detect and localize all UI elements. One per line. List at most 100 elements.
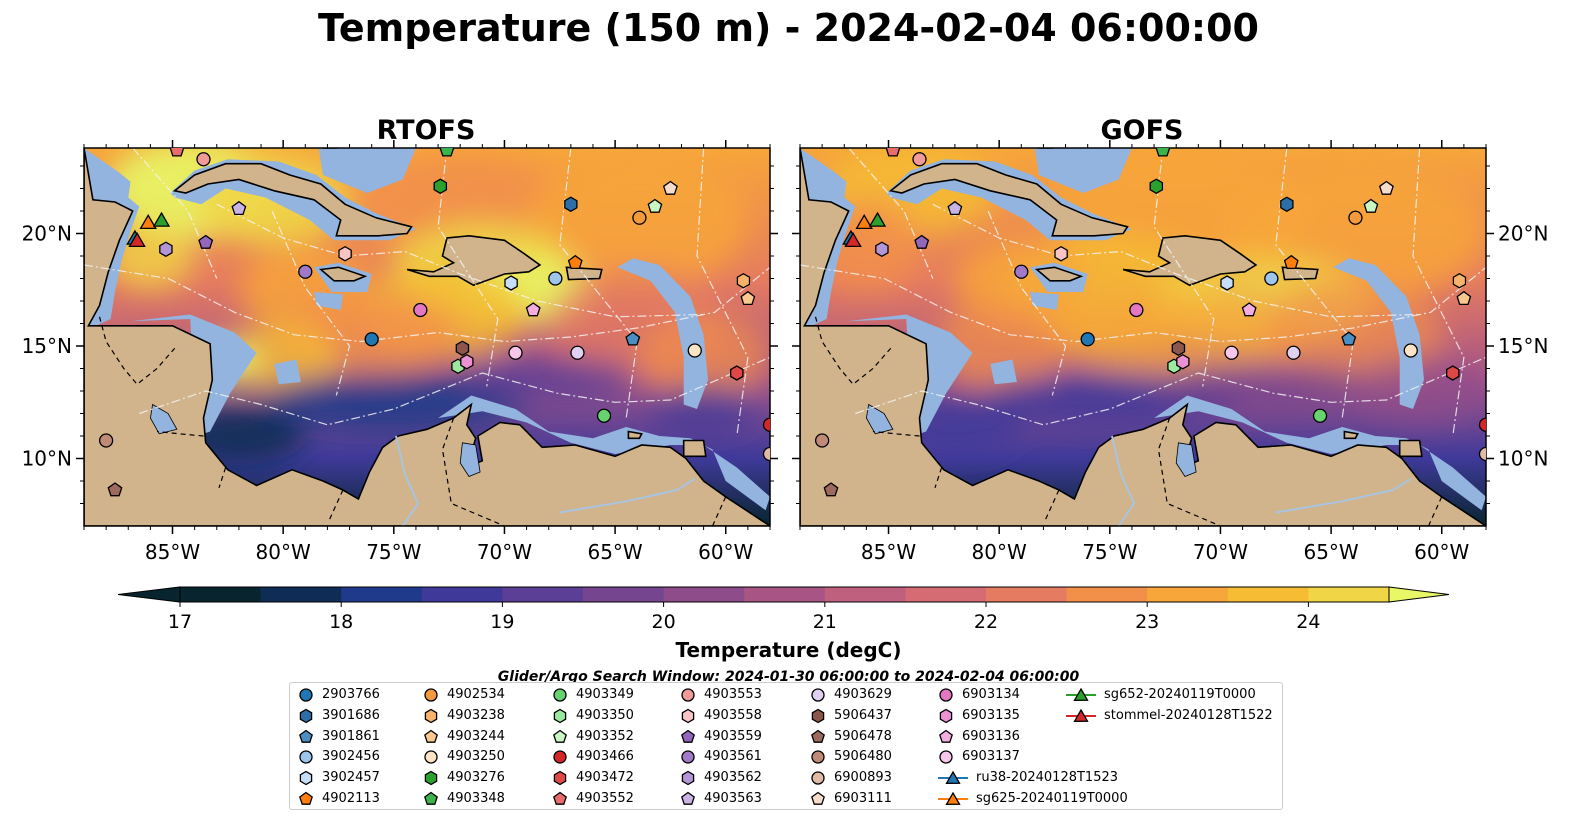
legend-item: 4903472	[552, 770, 634, 787]
legend-marker	[939, 750, 953, 765]
legend-label: 4903238	[447, 707, 505, 723]
legend-label: sg652-20240119T0000	[1104, 687, 1256, 702]
legend-label: 4903552	[576, 791, 634, 806]
legend-marker	[553, 770, 567, 786]
legend-item: stommel-20240128T1522	[1066, 708, 1273, 725]
land-hispaniola	[406, 234, 542, 287]
legend-label: stommel-20240128T1522	[1104, 707, 1273, 723]
legend-symbol	[553, 688, 567, 702]
legend-symbol	[424, 729, 438, 743]
legend-label: 4903553	[704, 687, 762, 702]
legend-symbol	[1073, 708, 1089, 722]
float-marker-4903244	[740, 290, 756, 306]
land-trinidad	[682, 439, 707, 458]
land-central_america	[84, 148, 770, 526]
legend-label: 6903135	[962, 707, 1020, 723]
legend-marker	[299, 750, 313, 765]
river	[1111, 435, 1136, 526]
legend-marker	[681, 708, 695, 724]
legend-marker	[299, 729, 313, 743]
float-marker-sg625-20240119T0000	[855, 214, 873, 230]
float-marker-4903276	[1149, 178, 1164, 195]
float-marker-2903766	[364, 332, 379, 347]
river	[395, 435, 420, 526]
legend-symbol	[681, 708, 695, 724]
shelf-bahamas	[272, 148, 416, 193]
legend-marker	[553, 708, 567, 724]
eez-boundary	[696, 148, 749, 437]
legend-marker	[811, 729, 825, 743]
lon-tick-label: 75°W	[366, 540, 421, 564]
colorbar-frame	[179, 586, 1390, 603]
lon-tick-label: 70°W	[477, 540, 532, 564]
legend-marker	[811, 750, 825, 765]
float-marker-4903348	[1155, 148, 1171, 157]
legend-item: 4903563	[680, 791, 762, 808]
float-marker-6903111	[1378, 180, 1394, 195]
colorbar-segment	[824, 587, 906, 602]
legend-label: 4903276	[447, 770, 505, 786]
legend-item: 6903137	[938, 749, 1020, 766]
legend-marker	[681, 791, 695, 805]
legend-label: 5906480	[834, 749, 892, 765]
eez-boundary	[1275, 148, 1354, 419]
land-margarita	[627, 430, 643, 440]
lat-tick-label: 10°N	[1498, 447, 1548, 471]
float-marker-6903136	[525, 302, 541, 317]
legend-symbol	[1073, 687, 1089, 701]
float-marker-4903553	[912, 152, 927, 167]
legend-item: 4903558	[680, 708, 762, 725]
float-marker-4903553	[196, 152, 211, 167]
eez-boundary	[132, 148, 218, 279]
lon-tick-label: 70°W	[1193, 540, 1248, 564]
float-marker-5906478	[107, 482, 123, 497]
legend-item: 4903553	[680, 687, 762, 704]
float-marker-4903563	[231, 200, 247, 216]
legend-symbol	[811, 688, 825, 702]
lake-nicaragua	[865, 403, 894, 435]
legend-item: 6903136	[938, 729, 1020, 746]
shelf-nicaragua_islands	[990, 359, 1017, 385]
colorbar-segment	[421, 587, 503, 602]
legend-marker	[424, 688, 438, 702]
lon-tick-label: 85°W	[145, 540, 200, 564]
lat-tick-label: 20°N	[22, 222, 72, 246]
float-marker-6903135	[1176, 353, 1190, 370]
colorbar-extend-min	[117, 586, 181, 603]
legend-item: 6903134	[938, 687, 1020, 704]
legend-marker	[424, 750, 438, 765]
legend-marker	[939, 688, 953, 702]
legend-marker	[811, 771, 825, 785]
float-marker-4903250	[687, 343, 702, 358]
legend-symbol	[939, 750, 953, 765]
eez-boundary	[987, 210, 1067, 396]
legend-symbol	[681, 770, 695, 786]
shelf-pedro_bank	[1030, 292, 1059, 310]
colorbar-segment	[1147, 587, 1229, 602]
legend: 2903766 3901686 3901861 3902456 3902457 49021…	[289, 682, 1283, 810]
land-trinidad	[1398, 439, 1423, 458]
float-marker-4903352	[647, 198, 663, 213]
lake-maracaibo	[1175, 442, 1197, 477]
legend-item: 4903349	[552, 687, 634, 704]
eez-boundary	[216, 203, 704, 318]
float-marker-4903561	[1014, 264, 1029, 279]
float-markers	[98, 148, 770, 497]
legend-item: 5906480	[810, 749, 892, 766]
legend-item: 4903562	[680, 770, 762, 787]
legend-label: 4903350	[576, 707, 634, 723]
legend-marker	[681, 688, 695, 702]
colorbar-tick-label: 22	[974, 611, 998, 633]
legend-label: 4903561	[704, 749, 762, 765]
float-marker-6903135	[460, 353, 474, 370]
float-marker-4903563	[947, 200, 963, 216]
eez-boundary	[855, 356, 1486, 426]
float-marker-4903276	[433, 178, 448, 195]
eez-boundary	[848, 148, 934, 279]
river	[1275, 477, 1412, 514]
search-window-caption: Glider/Argo Search Window: 2024-01-30 06…	[497, 669, 1080, 685]
land-puerto_rico	[1281, 266, 1319, 281]
float-marker-4903238	[1452, 272, 1467, 289]
float-marker-5906480	[814, 433, 830, 448]
colorbar-segment	[986, 587, 1068, 602]
